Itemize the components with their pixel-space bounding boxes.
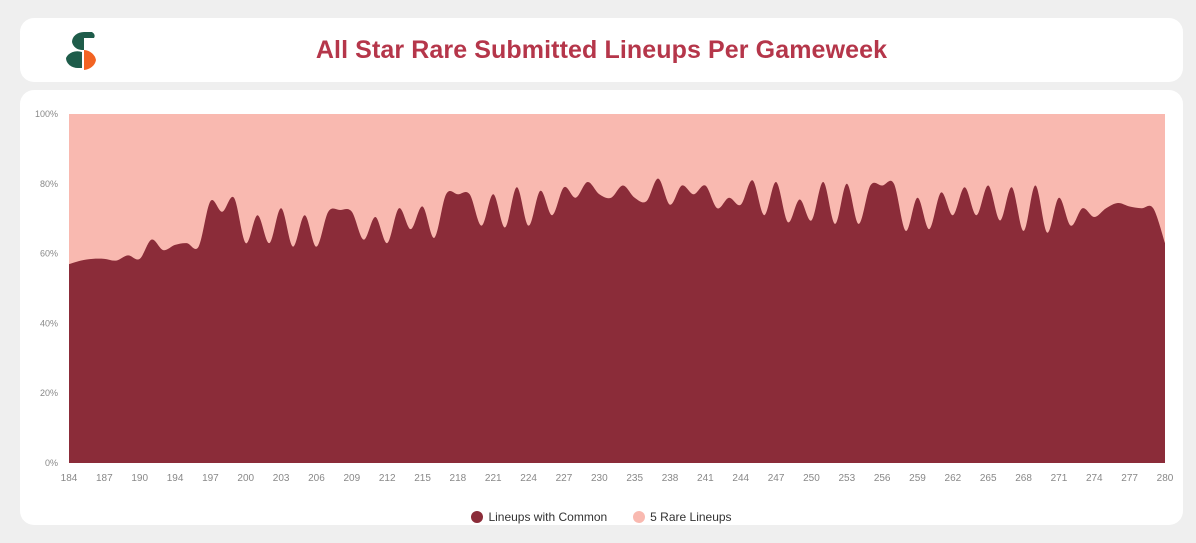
x-tick-label: 244 [732, 473, 749, 484]
x-axis: 184 187 190 194 197 200 203 206 209 212 215 218 221 2… [61, 473, 1174, 484]
x-tick-label: 262 [945, 473, 962, 484]
x-tick-label: 212 [379, 473, 396, 484]
x-tick-label: 215 [414, 473, 431, 484]
x-tick-label: 209 [343, 473, 360, 484]
x-tick-label: 221 [485, 473, 502, 484]
page-title: All Star Rare Submitted Lineups Per Game… [315, 36, 888, 64]
x-tick-label: 194 [167, 473, 184, 484]
legend-label-rare: 5 Rare Lineups [650, 510, 732, 524]
y-tick-label: 80% [40, 179, 58, 189]
x-tick-label: 206 [308, 473, 325, 484]
header-card: All Star Rare Submitted Lineups Per Game… [20, 18, 1183, 82]
x-tick-label: 187 [96, 473, 113, 484]
x-tick-label: 280 [1157, 473, 1174, 484]
x-tick-label: 200 [237, 473, 254, 484]
x-tick-label: 190 [131, 473, 148, 484]
legend-item-rare[interactable]: 5 Rare Lineups [633, 510, 732, 524]
chart-svg: 0% 20% 40% 60% 80% 100% 184 187 190 194 197 200 203… [35, 109, 1174, 484]
x-tick-label: 224 [520, 473, 537, 484]
legend-label-common: Lineups with Common [488, 510, 608, 524]
x-tick-label: 238 [662, 473, 679, 484]
x-tick-label: 218 [450, 473, 467, 484]
logo-icon [66, 32, 96, 70]
legend-swatch-rare [633, 511, 646, 523]
legend-swatch-common [471, 511, 484, 523]
x-tick-label: 265 [980, 473, 997, 484]
x-tick-label: 256 [874, 473, 891, 484]
legend: Lineups with Common 5 Rare Lineups [20, 507, 1183, 527]
x-tick-label: 241 [697, 473, 714, 484]
y-axis: 0% 20% 40% 60% 80% 100% [35, 109, 58, 468]
x-tick-label: 197 [202, 473, 219, 484]
x-tick-label: 259 [909, 473, 926, 484]
x-tick-label: 271 [1051, 473, 1068, 484]
y-tick-label: 60% [40, 249, 58, 259]
y-tick-label: 20% [40, 388, 58, 398]
x-tick-label: 250 [803, 473, 820, 484]
x-tick-label: 203 [273, 473, 290, 484]
y-tick-label: 40% [40, 318, 58, 328]
chart-card: 0% 20% 40% 60% 80% 100% 184 187 190 194 197 200 203… [20, 90, 1183, 525]
x-tick-label: 184 [61, 473, 78, 484]
chart-areas [69, 114, 1165, 463]
x-tick-label: 274 [1086, 473, 1103, 484]
x-tick-label: 227 [556, 473, 573, 484]
x-tick-label: 235 [626, 473, 643, 484]
y-tick-label: 100% [35, 109, 58, 119]
legend-item-common[interactable]: Lineups with Common [471, 510, 607, 524]
x-tick-label: 277 [1121, 473, 1138, 484]
y-tick-label: 0% [45, 458, 58, 468]
area-lineups-with-common[interactable] [69, 178, 1165, 463]
x-tick-label: 230 [591, 473, 608, 484]
x-tick-label: 268 [1015, 473, 1032, 484]
x-tick-label: 253 [838, 473, 855, 484]
x-tick-label: 247 [768, 473, 785, 484]
